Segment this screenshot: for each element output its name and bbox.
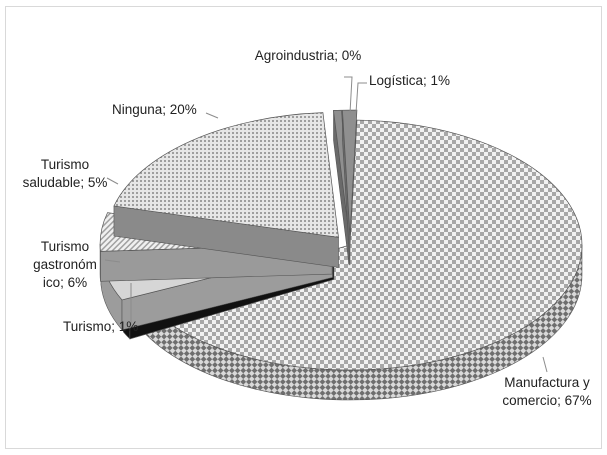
label-turismo-gastronomico: Turismo gastronóm ico; 6% [33, 239, 97, 290]
label-manufactura-comercio: Manufactura y comercio; 67% [502, 375, 592, 408]
leader-line [344, 76, 353, 114]
leader-line [205, 112, 219, 119]
label-agroindustria: Agroindustria; 0% [254, 48, 362, 63]
label-turismo: Turismo; 1% [63, 319, 139, 334]
label-logistica: Logística; 1% [369, 73, 451, 88]
pie-slice-ninguna [113, 112, 339, 268]
label-ninguna: Ninguna; 20% [112, 102, 197, 117]
leader-line [104, 259, 121, 263]
label-turismo-saludable: Turismo saludable; 5% [22, 157, 108, 190]
pie-slice-log-stica [342, 109, 358, 266]
leader-line [106, 177, 119, 185]
leader-line [542, 356, 548, 373]
leader-line [355, 82, 367, 114]
